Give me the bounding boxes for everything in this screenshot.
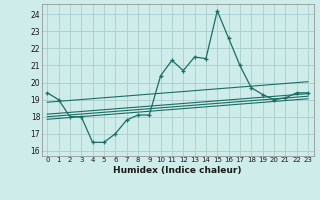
X-axis label: Humidex (Indice chaleur): Humidex (Indice chaleur) <box>113 166 242 175</box>
